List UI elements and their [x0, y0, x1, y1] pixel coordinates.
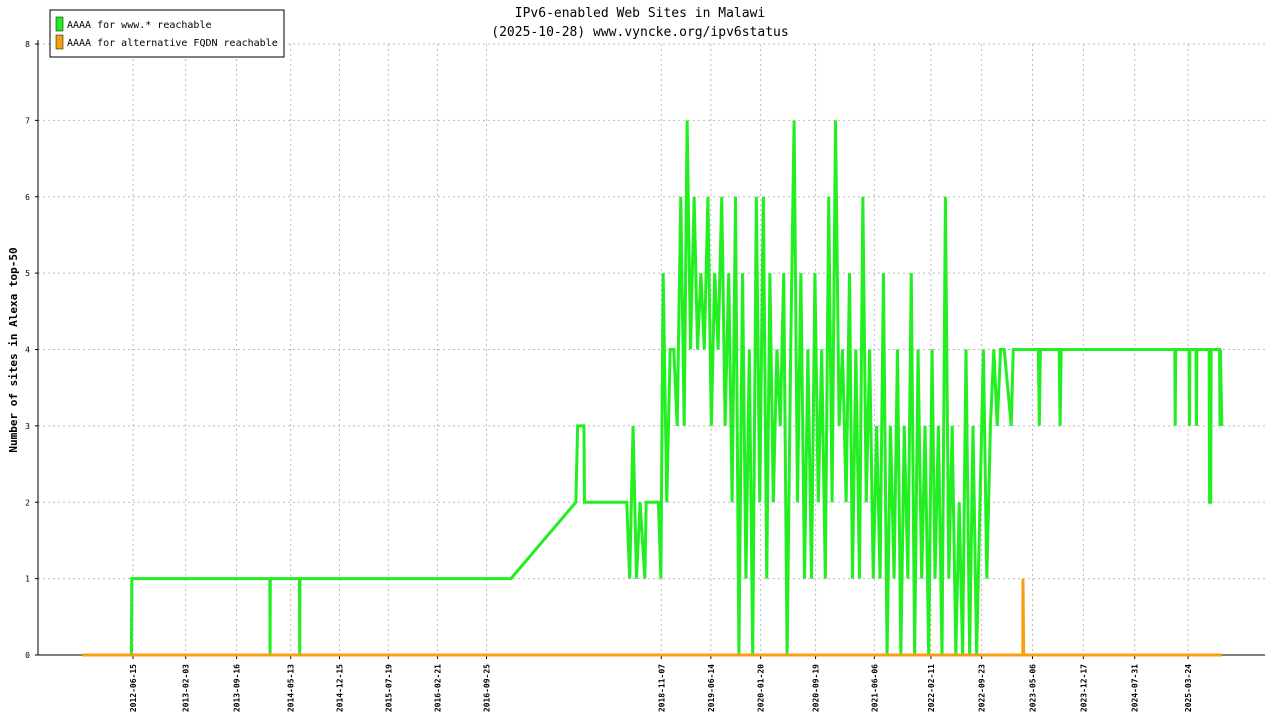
x-tick-label: 2020-01-20	[757, 664, 766, 712]
x-tick-label: 2019-06-14	[707, 664, 716, 712]
legend-label: AAAA for alternative FQDN reachable	[67, 38, 278, 49]
x-tick-label: 2016-02-21	[433, 664, 442, 712]
x-tick-label: 2022-09-23	[978, 664, 987, 712]
legend-swatch	[55, 34, 64, 50]
series-line	[82, 120, 1224, 657]
x-tick-label: 2024-07-31	[1131, 664, 1140, 712]
y-tick-label: 8	[25, 40, 30, 49]
x-tick-label: 2018-11-07	[657, 664, 666, 712]
x-tick-label: 2013-02-03	[182, 664, 191, 712]
x-tick-label: 2016-09-25	[483, 664, 492, 712]
x-tick-label: 2022-02-11	[927, 664, 936, 712]
y-tick-label: 5	[25, 269, 30, 278]
x-tick-label: 2014-12-15	[335, 664, 344, 712]
legend-swatch	[55, 16, 64, 32]
y-tick-label: 0	[25, 651, 30, 660]
x-tick-label: 2013-09-16	[233, 664, 242, 712]
y-axis-label: Number of sites in Alexa top-50	[7, 247, 20, 452]
y-tick-label: 7	[25, 116, 30, 125]
x-tick-label: 2014-05-13	[287, 664, 296, 712]
y-tick-label: 1	[25, 575, 30, 584]
y-tick-label: 2	[25, 498, 30, 507]
y-tick-label: 4	[25, 346, 30, 355]
x-tick-label: 2025-03-24	[1184, 664, 1193, 712]
x-tick-label: 2023-12-17	[1079, 664, 1088, 712]
series-line	[82, 578, 1222, 657]
x-tick-label: 2012-06-15	[129, 664, 138, 712]
x-tick-label: 2021-06-06	[870, 664, 879, 712]
legend-label: AAAA for www.* reachable	[67, 20, 212, 31]
chart-subtitle: (2025-10-28) www.vyncke.org/ipv6status	[491, 25, 788, 40]
y-tick-label: 3	[25, 422, 30, 431]
x-tick-label: 2023-05-06	[1028, 664, 1037, 712]
legend-box	[49, 9, 285, 58]
x-tick-label: 2015-07-19	[384, 664, 393, 712]
chart-title: IPv6-enabled Web Sites in Malawi	[515, 6, 765, 21]
x-tick-label: 2020-09-19	[812, 664, 821, 712]
y-tick-label: 6	[25, 193, 30, 202]
